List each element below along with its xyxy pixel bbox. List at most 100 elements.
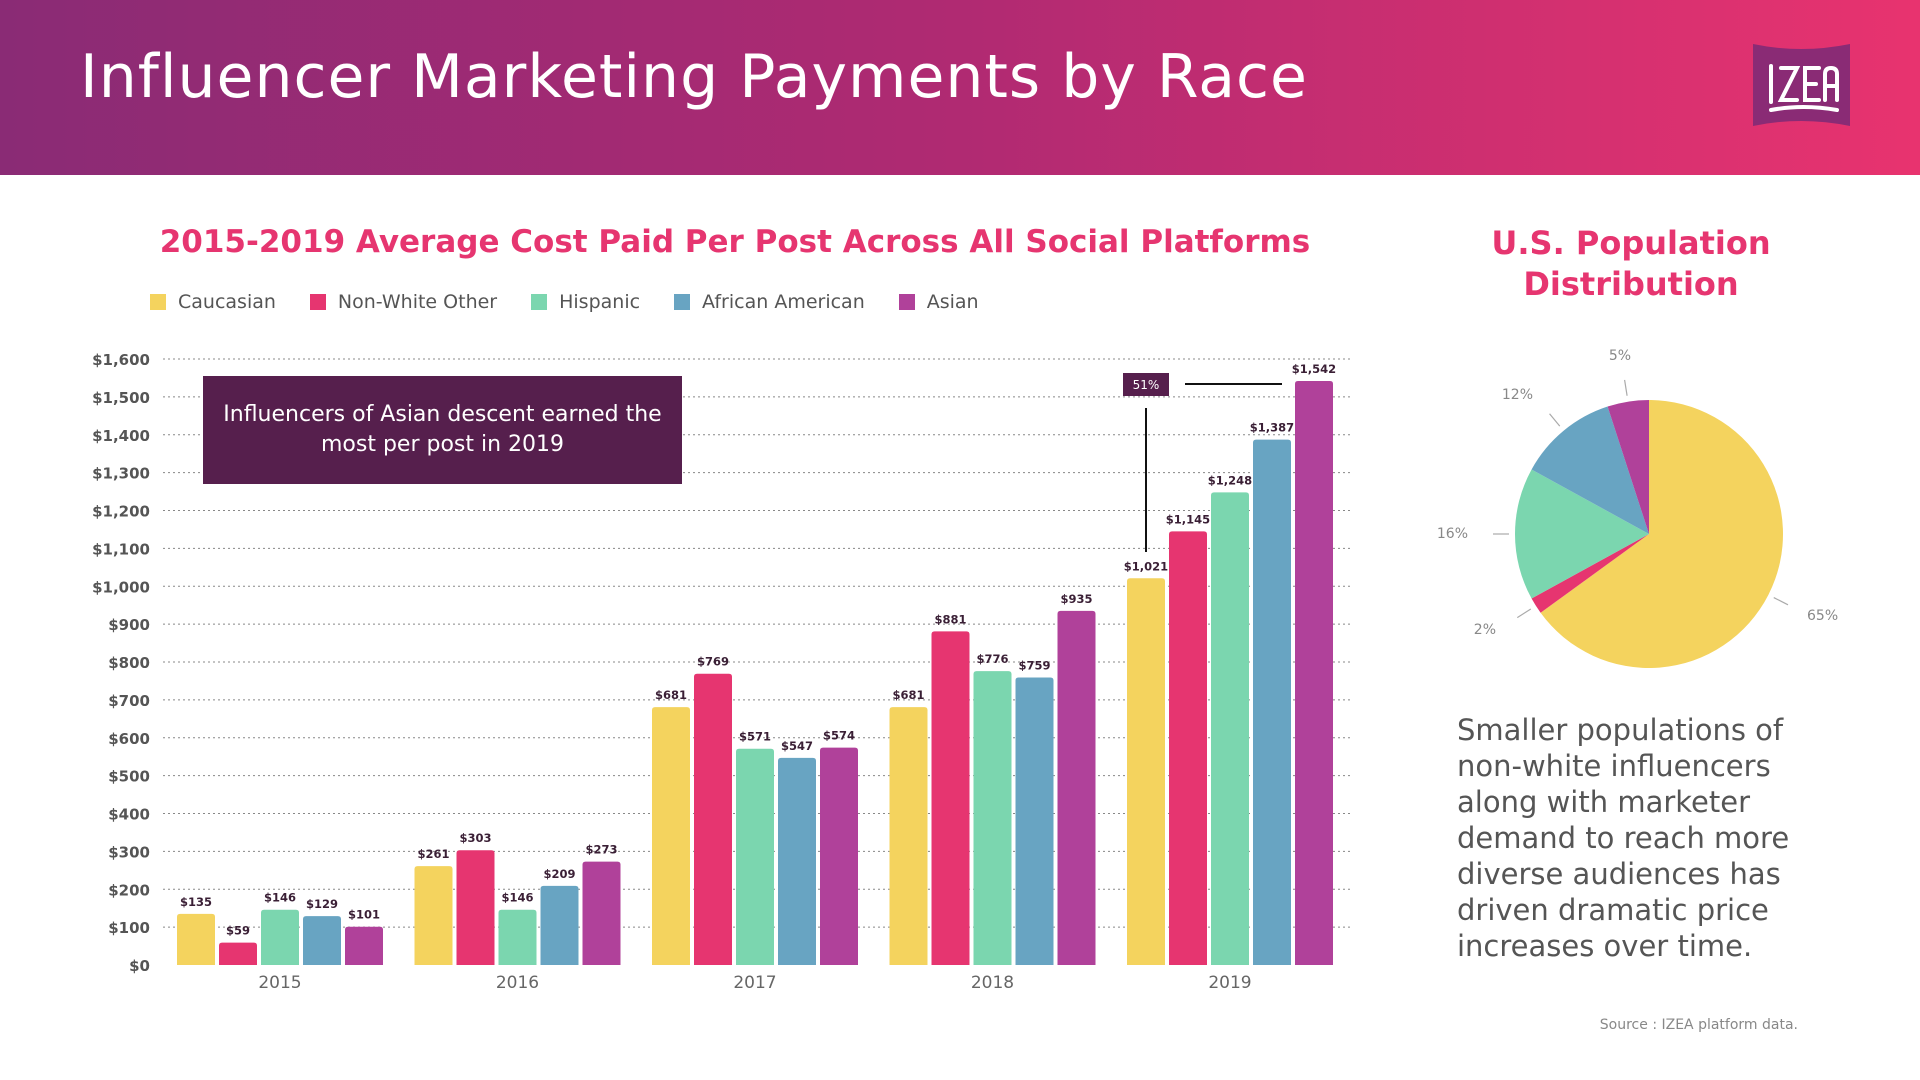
bar (498, 909, 537, 965)
description-paragraph: Smaller populations of non-white influen… (1457, 713, 1790, 963)
pie-value-label: 12% (1502, 387, 1533, 403)
increase-label: 51% (1133, 378, 1160, 392)
y-tick-label: $1,300 (92, 465, 150, 483)
y-tick-label: $1,500 (92, 389, 150, 407)
pie-slice (1531, 534, 1649, 613)
bar (303, 916, 341, 965)
bar (778, 757, 816, 965)
pie-leader-line (1773, 597, 1789, 606)
bar (219, 942, 257, 965)
legend-item: Asian (898, 291, 979, 313)
izea-logo (1753, 44, 1850, 126)
annotation-note: Influencers of Asian descent earned the … (203, 376, 682, 484)
data-label: $1,248 (1208, 473, 1252, 487)
pie-value-label: 16% (1437, 526, 1468, 542)
pie-value-label: 2% (1474, 622, 1496, 638)
pie-leader-line (1516, 608, 1532, 619)
legend-swatch (150, 294, 166, 310)
data-label: $135 (180, 895, 212, 909)
bar (177, 913, 215, 965)
legend-label: Hispanic (559, 291, 641, 313)
bar (414, 866, 453, 965)
data-label: $261 (417, 847, 449, 861)
pie-leader-line (1549, 413, 1561, 427)
bar (931, 631, 970, 965)
bar (261, 909, 299, 965)
legend-label: Non-White Other (337, 291, 498, 313)
y-tick-label: $900 (108, 616, 150, 634)
y-tick-label: $1,200 (92, 503, 150, 521)
data-label: $776 (976, 652, 1008, 666)
data-label: $681 (892, 688, 924, 702)
pie-slice (1607, 400, 1649, 534)
data-label: $881 (934, 612, 966, 626)
data-label: $146 (264, 891, 296, 905)
data-label: $273 (585, 843, 617, 857)
legend-item: African American (674, 291, 865, 313)
bar (694, 673, 732, 965)
bar (345, 926, 383, 965)
y-tick-label: $200 (108, 881, 150, 899)
bar (652, 707, 690, 965)
legend-swatch (898, 294, 915, 310)
bar (736, 748, 774, 965)
legend-label: African American (702, 291, 865, 313)
y-tick-label: $400 (108, 806, 150, 824)
x-tick-label: 2019 (1208, 973, 1251, 993)
data-label: $1,021 (1124, 559, 1168, 573)
bar (1211, 492, 1249, 965)
legend-swatch (531, 294, 548, 310)
y-tick-label: $1,000 (92, 578, 150, 596)
legend-item: Hispanic (531, 291, 640, 313)
legend-label: Caucasian (178, 291, 276, 313)
page-title: Influencer Marketing Payments by Race (80, 42, 1308, 112)
increase-badge (1123, 373, 1169, 396)
pie-slice (1531, 406, 1649, 534)
data-label: $759 (1018, 659, 1050, 673)
y-tick-label: $0 (129, 957, 150, 975)
source-note: Source : IZEA platform data. (1599, 1017, 1798, 1033)
x-tick-label: 2017 (733, 973, 776, 993)
bar (1127, 578, 1165, 965)
bar (1015, 677, 1054, 965)
bar (1295, 380, 1333, 965)
pie-chart-title: U.S. Population Distribution (1491, 224, 1771, 303)
data-label: $303 (459, 831, 491, 845)
legend-item: Caucasian (150, 291, 276, 313)
legend-label: Asian (926, 291, 979, 313)
data-label: $59 (226, 924, 250, 938)
x-tick-label: 2015 (258, 973, 301, 993)
y-tick-label: $100 (108, 919, 150, 937)
legend: Caucasian Non-White Other Hispanic African … (150, 291, 979, 313)
y-tick-label: $600 (108, 730, 150, 748)
y-tick-label: $500 (108, 768, 150, 786)
data-label: $574 (823, 729, 855, 743)
legend-item: Non-White Other (309, 291, 498, 313)
data-label: $129 (306, 897, 338, 911)
data-label: $681 (655, 688, 687, 702)
bar-chart-title: 2015-2019 Average Cost Paid Per Post Acr… (159, 224, 1311, 260)
pie-value-label: 65% (1807, 608, 1838, 624)
pie-value-label: 5% (1609, 348, 1631, 364)
y-tick-label: $1,400 (92, 427, 150, 445)
bar (889, 707, 928, 965)
x-tick-label: 2016 (496, 973, 539, 993)
y-tick-label: $300 (108, 843, 150, 861)
header-banner: Influencer Marketing Payments by Race (0, 0, 1920, 175)
data-label: $571 (739, 730, 771, 744)
bar (582, 861, 621, 965)
pie-slice (1515, 469, 1649, 599)
data-label: $547 (781, 739, 813, 753)
legend-swatch (309, 294, 326, 310)
data-label: $209 (543, 867, 575, 881)
x-tick-label: 2018 (971, 973, 1014, 993)
data-label: $1,145 (1166, 512, 1210, 526)
data-label: $1,387 (1250, 421, 1294, 435)
data-label: $101 (348, 908, 380, 922)
y-tick-label: $1,100 (92, 540, 150, 558)
bar (820, 747, 858, 965)
bar (1253, 439, 1291, 966)
data-label: $1,542 (1292, 362, 1336, 376)
bar (973, 671, 1012, 965)
